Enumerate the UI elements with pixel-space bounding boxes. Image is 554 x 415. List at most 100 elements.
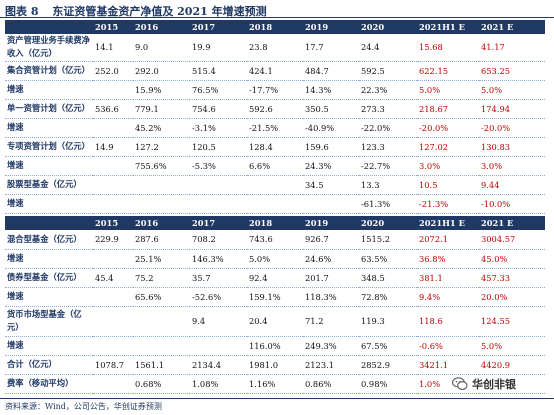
header-year: 2021 E: [479, 216, 545, 230]
table-cell: 754.6: [190, 99, 247, 119]
table-cell: 6.6%: [247, 156, 303, 176]
table-cell: 2072.1: [417, 230, 479, 250]
table-cell: -20.0%: [479, 118, 545, 138]
table-cell: 127.02: [417, 137, 479, 157]
header-year: 2017: [190, 216, 247, 230]
table-cell: [93, 306, 133, 337]
figure-caption: 图表 8 东证资管基金资产净值及 2021 年增速预测: [5, 3, 267, 19]
table-row: 单一资管计划（亿元） 536.6 779.1 754.6 592.6 350.5 273.3…: [5, 99, 545, 119]
table-cell: 9.4: [190, 306, 247, 337]
table-cell: 622.15: [417, 61, 479, 81]
table-row: 资产管理业务手续费净收入（亿元） 14.1 9.0 19.9 23.8 17.7 24.4 1…: [5, 34, 545, 62]
table-cell: 2852.9: [359, 355, 417, 375]
table-cell: 273.3: [359, 99, 417, 119]
table-cell: -5.3%: [190, 156, 247, 176]
table-cell: 130.83: [479, 137, 545, 157]
table-cell: -21.5%: [247, 118, 303, 138]
table-cell: 63.5%: [359, 249, 417, 269]
table-cell: 287.6: [133, 230, 190, 250]
header-year: 2018: [247, 20, 303, 34]
table-cell: 9.44: [479, 175, 545, 195]
table-cell: 3004.57: [479, 230, 545, 250]
table-cell: [479, 374, 545, 394]
table-cell: 24.3%: [303, 156, 359, 176]
table-cell: 348.5: [359, 268, 417, 288]
table-cell: 75.2: [133, 268, 190, 288]
table-cell: 457.33: [479, 268, 545, 288]
table-cell: -22.0%: [359, 118, 417, 138]
table-cell: 45.4: [93, 268, 133, 288]
table-cell: 926.7: [303, 230, 359, 250]
table-cell: 119.3: [359, 306, 417, 337]
header-year: 2021H1 E: [417, 20, 479, 34]
row-label: 股票型基金（亿元）: [5, 175, 93, 195]
table-cell: 779.1: [133, 99, 190, 119]
table-cell: -20.0%: [417, 118, 479, 138]
table-cell: [93, 287, 133, 307]
table-cell: [93, 118, 133, 138]
table-cell: [190, 194, 247, 214]
table-cell: 128.4: [247, 137, 303, 157]
asset-table-1: 2015 2016 2017 2018 2019 2020 2021H1 E 2021 E 资产…: [5, 20, 545, 214]
table-cell: 65.6%: [133, 287, 190, 307]
row-label: 债券型基金（亿元）: [5, 268, 93, 288]
header-year: 2020: [359, 216, 417, 230]
row-label: 增速: [5, 194, 93, 214]
table-cell: 3421.1: [417, 355, 479, 375]
table-row: 费率（移动平均） 0.68% 1.08% 1.16% 0.86% 0.98% 1.0%: [5, 374, 545, 394]
header-year: 2021H1 E: [417, 216, 479, 230]
table-cell: -0.6%: [417, 336, 479, 356]
table-cell: -22.7%: [359, 156, 417, 176]
table-cell: 123.3: [359, 137, 417, 157]
source-note: 资料来源：Wind，公司公告，华创证券预测: [5, 402, 162, 411]
row-label: 集合资管计划（亿元）: [5, 61, 93, 81]
table-cell: 5.0%: [417, 80, 479, 100]
table-cell: [93, 175, 133, 195]
figure-number: 图表 8: [5, 5, 39, 18]
table-cell: 3.0%: [417, 156, 479, 176]
row-label: 货币市场型基金（亿元）: [5, 306, 93, 337]
header-year: 2020: [359, 20, 417, 34]
table-cell: 10.5: [417, 175, 479, 195]
table-cell: 592.5: [359, 61, 417, 81]
table-cell: 120.5: [190, 137, 247, 157]
table-cell: 146.3%: [190, 249, 247, 269]
header-year: 2015: [93, 20, 133, 34]
table-cell: 1981.0: [247, 355, 303, 375]
table-cell: 34.5: [303, 175, 359, 195]
table-cell: 229.9: [93, 230, 133, 250]
footer-rule: [0, 398, 554, 399]
table-cell: 9.4%: [417, 287, 479, 307]
header-year: 2018: [247, 216, 303, 230]
wechat-icon: [452, 377, 468, 390]
table-cell: [93, 374, 133, 394]
table-cell: [133, 194, 190, 214]
row-label: 增速: [5, 118, 93, 138]
table-cell: 592.6: [247, 99, 303, 119]
table-cell: -10.0%: [479, 194, 545, 214]
table-cell: 36.8%: [417, 249, 479, 269]
header-year: 2016: [133, 216, 190, 230]
table-cell: 17.7: [303, 34, 359, 62]
header-year: 2017: [190, 20, 247, 34]
table-cell: 14.3%: [303, 80, 359, 100]
table-cell: 13.3: [359, 175, 417, 195]
table-row: 增速 25.1% 146.3% 5.0% 24.6% 63.5% 36.8% 45.0%: [5, 249, 545, 269]
table-cell: 19.9: [190, 34, 247, 62]
table-cell: -61.3%: [359, 194, 417, 214]
table-row: 混合型基金（亿元） 229.9 287.6 708.2 743.6 926.7 1515.2…: [5, 230, 545, 250]
table-cell: [93, 194, 133, 214]
table-cell: [133, 336, 190, 356]
table-cell: 2123.1: [303, 355, 359, 375]
table-cell: [93, 156, 133, 176]
table-row: 增速 15.9% 76.5% -17.7% 14.3% 22.3% 5.0% 5.0%: [5, 80, 545, 100]
header-row: 2015 2016 2017 2018 2019 2020 2021H1 E 2021 E: [5, 20, 545, 34]
table-cell: -3.1%: [190, 118, 247, 138]
header-year: 2021 E: [479, 20, 545, 34]
table-cell: 124.55: [479, 306, 545, 337]
table-cell: 2134.4: [190, 355, 247, 375]
table-cell: 708.2: [190, 230, 247, 250]
table-cell: 25.1%: [133, 249, 190, 269]
table-cell: 536.6: [93, 99, 133, 119]
table-cell: 424.1: [247, 61, 303, 81]
